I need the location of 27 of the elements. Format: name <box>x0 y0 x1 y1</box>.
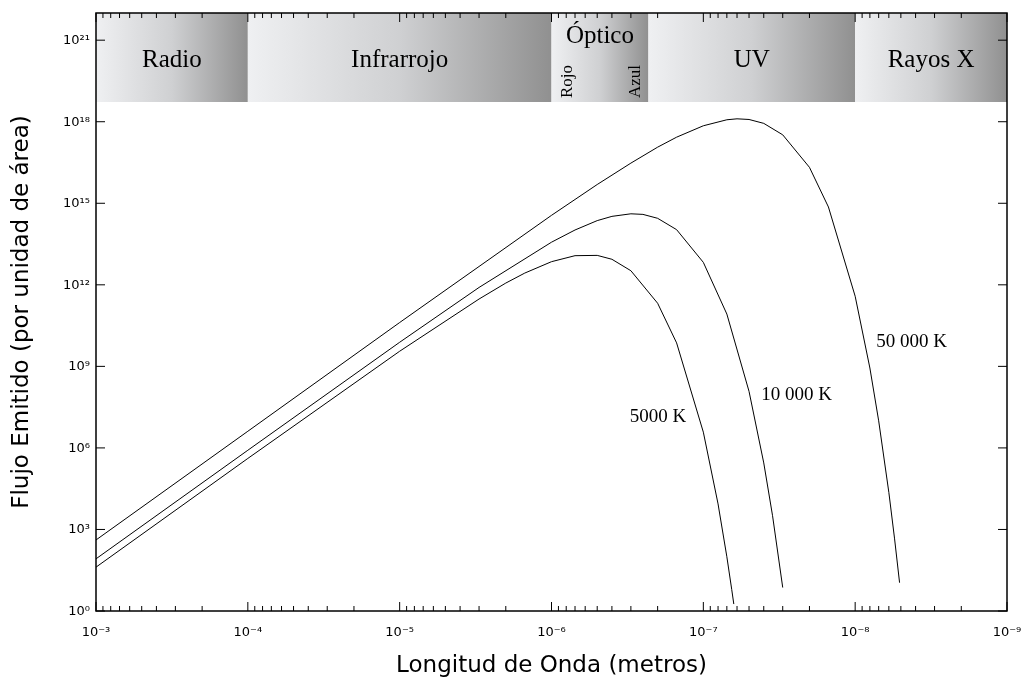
y-tick-label: 10¹⁵ <box>63 195 90 211</box>
annotation: Azul <box>625 64 645 98</box>
y-tick-label: 10¹⁸ <box>63 113 90 129</box>
y-tick-label: 10⁶ <box>68 439 90 455</box>
x-tick-label: 10⁻⁵ <box>385 624 414 639</box>
series-label: 5000 K <box>629 405 687 427</box>
x-tick-label: 10⁻⁶ <box>537 624 566 639</box>
band-label: UV <box>733 44 770 72</box>
y-tick-label: 10³ <box>68 521 90 537</box>
y-tick-label: 10⁹ <box>68 358 90 374</box>
series-label: 10 000 K <box>761 382 833 404</box>
series-label: 50 000 K <box>876 330 948 352</box>
y-tick-label: 10²¹ <box>63 32 90 48</box>
x-tick-label: 10⁻⁴ <box>233 624 263 639</box>
x-tick-label: 10⁻⁷ <box>689 624 718 639</box>
x-tick-label: 10⁻³ <box>81 624 111 639</box>
y-tick-label: 10⁰ <box>68 603 90 618</box>
x-tick-label: 10⁻⁸ <box>840 624 870 639</box>
x-tick-label: 10⁻⁹ <box>992 624 1022 639</box>
band-label: Rayos X <box>887 44 975 72</box>
band-label: Óptico <box>565 21 634 48</box>
band-label: Infrarrojo <box>351 44 449 72</box>
x-axis-title: Longitud de Onda (metros) <box>396 651 707 677</box>
band-label: Radio <box>142 44 202 72</box>
y-axis-title: Flujo Emitido (por unidad de área) <box>7 115 33 509</box>
annotation: Rojo <box>556 64 576 98</box>
y-tick-label: 10¹² <box>63 276 90 292</box>
